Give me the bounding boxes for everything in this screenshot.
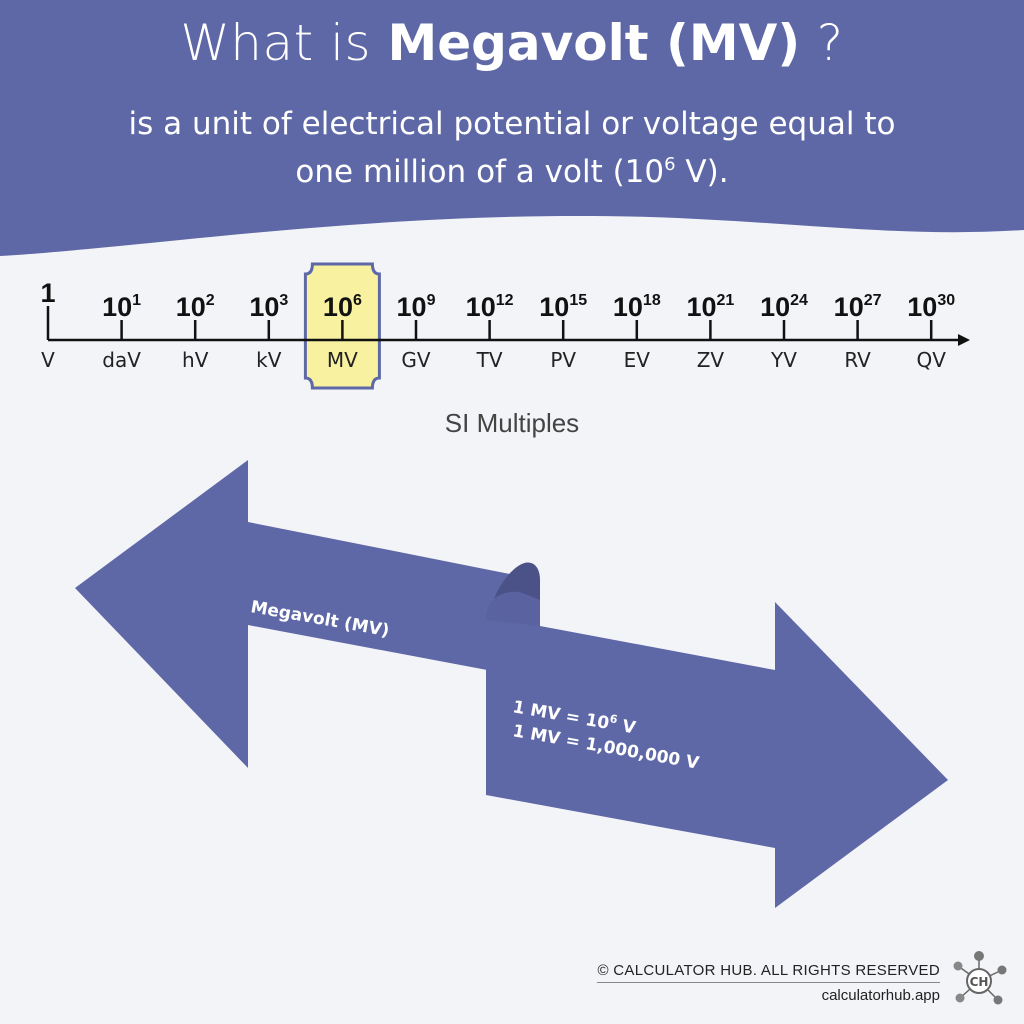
scale-unit-label: daV — [102, 348, 141, 372]
scale-unit-label: kV — [256, 348, 282, 372]
footer: © CALCULATOR HUB. ALL RIGHTS RESERVED ca… — [597, 962, 940, 1004]
scale-power-label: 102 — [176, 292, 215, 322]
header-banner — [0, 0, 1024, 256]
page-title: What is Megavolt (MV) ? — [180, 14, 844, 72]
scale-unit-label: GV — [401, 348, 430, 372]
scale-unit-label: PV — [550, 348, 576, 372]
scale-power-label: 1012 — [466, 292, 514, 322]
scale-power-label: 106 — [323, 292, 362, 322]
si-multiples-caption: SI Multiples — [444, 408, 580, 438]
scale-power-label: 103 — [249, 292, 288, 322]
scale-power-label: 101 — [102, 292, 141, 322]
copyright-text: © CALCULATOR HUB. ALL RIGHTS RESERVED — [597, 962, 940, 983]
scale-power-label: 1015 — [539, 292, 587, 322]
scale-unit-label: hV — [182, 348, 209, 372]
definition-line-2: one million of a volt (106 V). — [295, 154, 729, 190]
scale-unit-label: MV — [327, 348, 358, 372]
scale-power-label: 1 — [40, 278, 55, 308]
scale-unit-label: ZV — [697, 348, 725, 372]
left-arrow — [75, 460, 540, 768]
title-unit: Megavolt (MV) — [387, 14, 801, 72]
right-arrow — [486, 602, 948, 908]
scale-power-label: 1018 — [613, 292, 661, 322]
site-link[interactable]: calculatorhub.app — [821, 987, 940, 1004]
scale-power-label: 1030 — [907, 292, 955, 322]
conversion-double-arrow: Megavolt (MV) 1 MV = 106 V 1 MV = 1,000,… — [75, 460, 948, 908]
scale-unit-label: EV — [624, 348, 651, 372]
scale-unit-label: RV — [844, 348, 871, 372]
scale-unit-label: V — [41, 348, 55, 372]
si-multiples-scale: 1 V 101 daV 102 hV 103 kV 106 MV 109 GV 1012 TV 1015 PV… — [40, 262, 970, 390]
scale-unit-label: YV — [770, 348, 797, 372]
scale-unit-label: QV — [916, 348, 946, 372]
scale-unit-label: TV — [476, 348, 503, 372]
scale-power-label: 1027 — [834, 292, 882, 322]
svg-text:CH: CH — [970, 975, 989, 989]
scale-power-label: 1021 — [686, 292, 734, 322]
scale-axis-arrowhead — [958, 334, 970, 346]
definition-line-1: is a unit of electrical potential or vol… — [128, 106, 896, 142]
scale-power-label: 109 — [397, 292, 436, 322]
calculator-hub-logo-icon: CH — [953, 951, 1007, 1005]
scale-power-label: 1024 — [760, 292, 808, 322]
